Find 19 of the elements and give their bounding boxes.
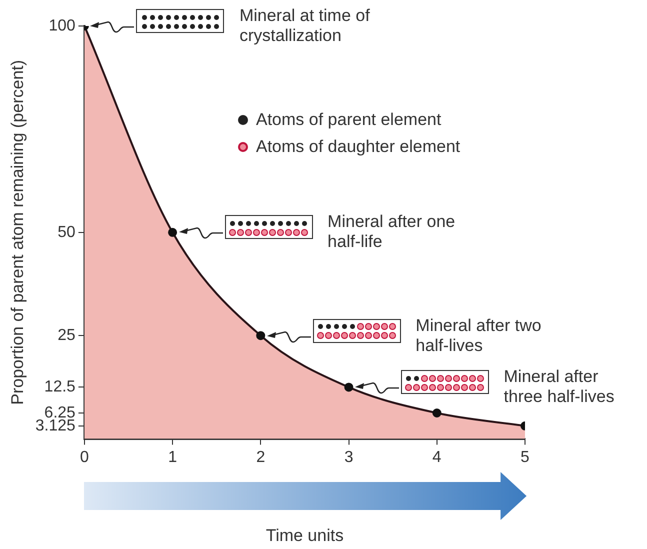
annotation: Mineral after one half-life <box>328 212 456 252</box>
annotation: Mineral at time of crystallization <box>239 6 371 46</box>
annotation: Mineral after two half-lives <box>416 316 542 356</box>
y-tick-label: 3.125 <box>35 417 76 434</box>
x-tick-label: 1 <box>168 448 178 466</box>
x-tick-label: 5 <box>520 448 530 466</box>
annotation: Atoms of daughter element <box>256 137 460 157</box>
x-tick-label: 0 <box>80 448 89 466</box>
y-axis-title: Proportion of parent atom remaining (percent) <box>8 60 27 405</box>
y-tick-label: 100 <box>48 17 76 34</box>
y-tick-label: 12.5 <box>44 378 76 396</box>
annotation: Atoms of parent element <box>256 110 442 130</box>
x-tick-label: 4 <box>432 448 442 466</box>
y-tick-label: 50 <box>58 224 76 241</box>
x-tick-label: 3 <box>344 448 354 466</box>
y-tick-label: 25 <box>58 327 76 344</box>
x-tick-label: 2 <box>256 448 266 466</box>
annotation: Mineral after three half-lives <box>504 367 616 408</box>
x-axis-title: Time units <box>264 526 345 546</box>
